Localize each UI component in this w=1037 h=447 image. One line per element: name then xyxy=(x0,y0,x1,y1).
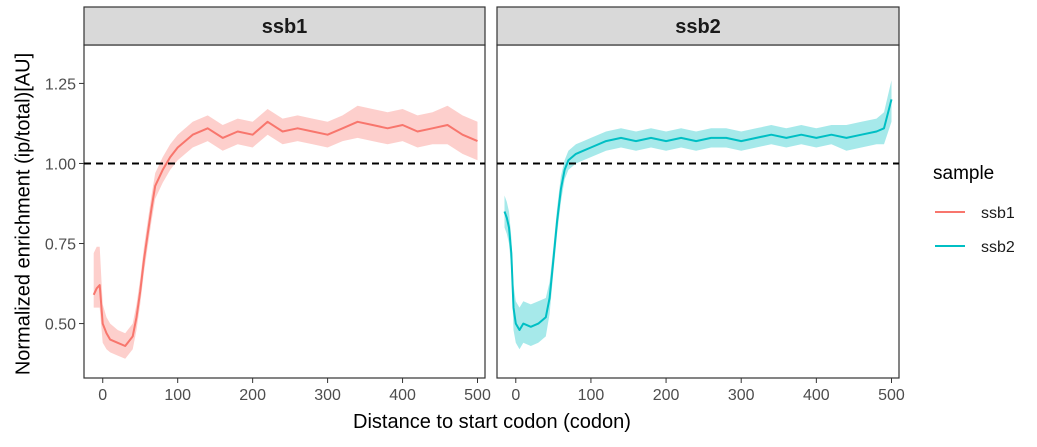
facet-strip-label: ssb2 xyxy=(675,16,721,38)
x-tick-label: 0 xyxy=(511,387,520,404)
x-tick-label: 400 xyxy=(389,387,416,404)
x-tick-label: 200 xyxy=(653,387,680,404)
x-tick-label: 500 xyxy=(464,387,491,404)
x-tick-label: 100 xyxy=(578,387,605,404)
y-tick-label: 0.75 xyxy=(45,237,76,254)
panel-background xyxy=(496,44,900,379)
ribbon-ssb2 xyxy=(504,80,892,350)
panels: ssb1 0 100 200 300 400 500 ssb2 0 100 200 300 400 500 xyxy=(83,6,905,404)
x-axis-title: Distance to start codon (codon) xyxy=(353,411,631,433)
x-tick-label: 300 xyxy=(314,387,341,404)
y-tick-label: 1.00 xyxy=(45,156,76,173)
panel-ssb1: ssb1 0 100 200 300 400 500 xyxy=(83,6,491,404)
x-tick-label: 300 xyxy=(728,387,755,404)
y-axis-title: Normalized enrichment (ip/total)[AU] xyxy=(12,53,34,375)
ribbon-ssb1 xyxy=(93,105,478,359)
x-tick-label: 200 xyxy=(239,387,266,404)
legend-label-ssb1: ssb1 xyxy=(981,205,1015,222)
y-axis: 0.50 0.75 1.00 1.25 xyxy=(45,76,84,334)
y-tick-label: 1.25 xyxy=(45,76,76,93)
series-line-ssb1 xyxy=(92,120,478,347)
legend: sample ssb1 ssb2 xyxy=(933,163,1015,256)
x-tick-label: 500 xyxy=(878,387,905,404)
legend-label-ssb2: ssb2 xyxy=(981,239,1015,256)
series-line-ssb2 xyxy=(503,99,893,331)
facet-strip-label: ssb1 xyxy=(262,16,308,38)
panel-background xyxy=(83,44,486,379)
x-tick-label: 100 xyxy=(164,387,191,404)
x-tick-label: 400 xyxy=(803,387,830,404)
facet-strip xyxy=(496,6,900,46)
facet-strip xyxy=(83,6,486,46)
legend-title: sample xyxy=(933,163,994,184)
x-tick-label: 0 xyxy=(98,387,107,404)
panel-ssb2: ssb2 0 100 200 300 400 500 xyxy=(496,6,905,404)
y-tick-label: 0.50 xyxy=(45,317,76,334)
